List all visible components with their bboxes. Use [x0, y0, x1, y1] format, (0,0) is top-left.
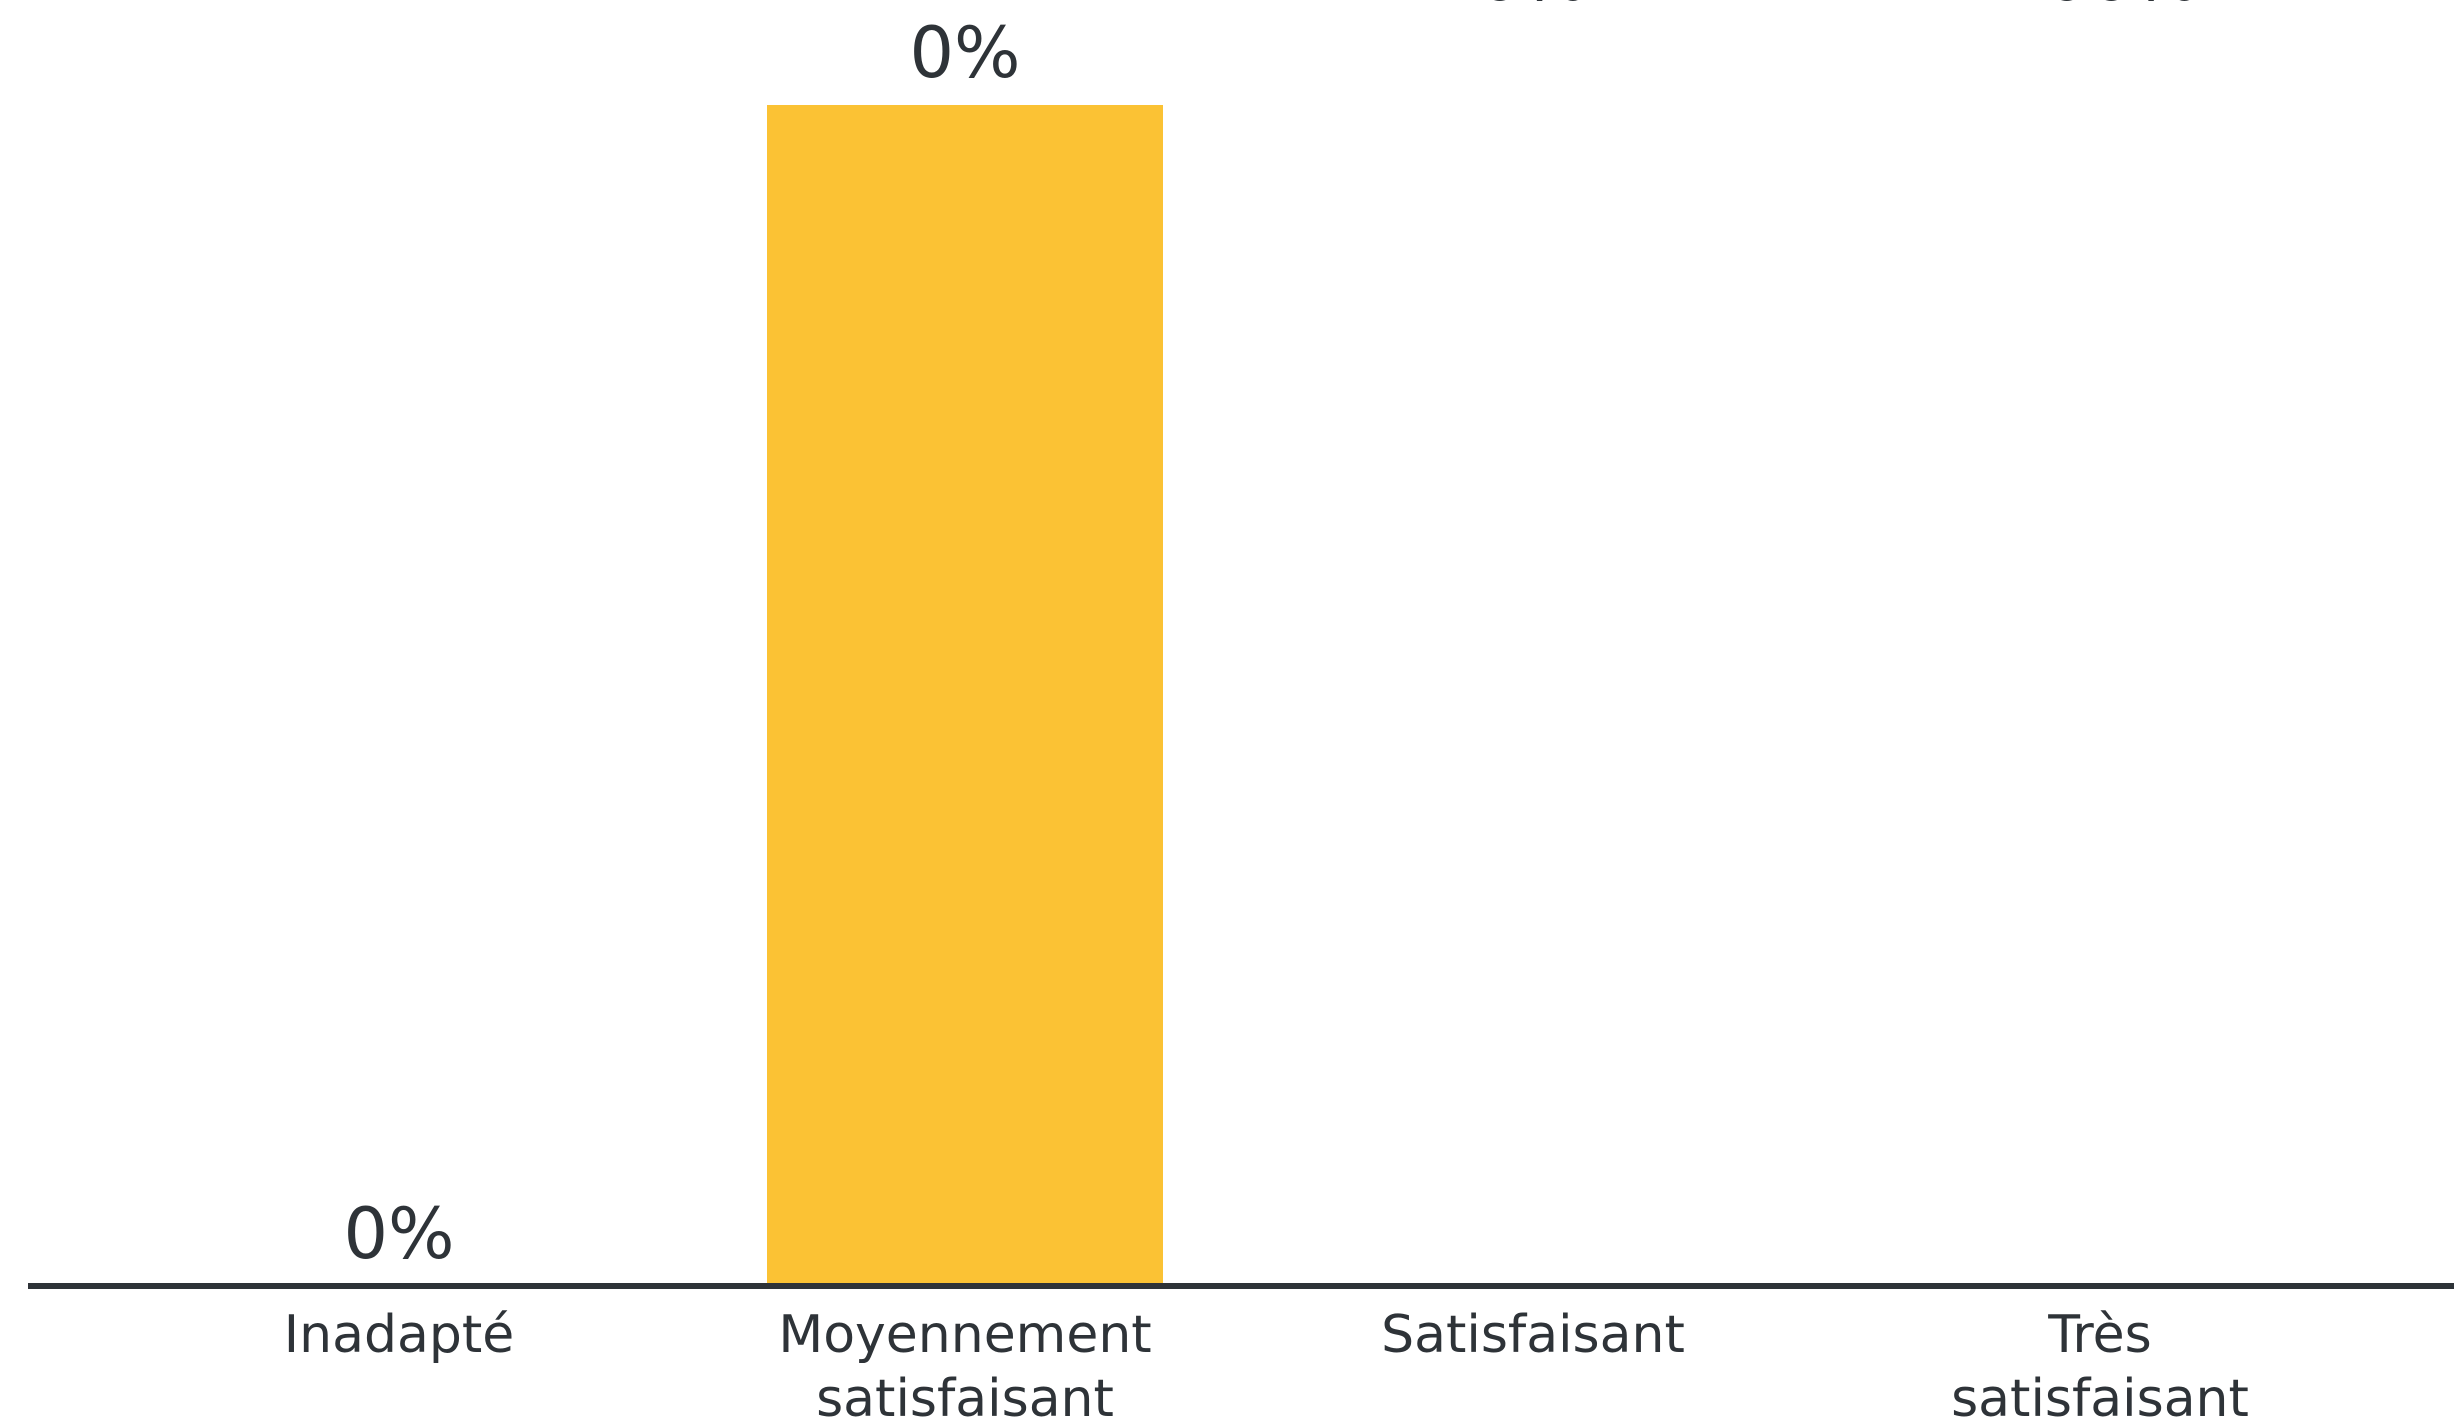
category-label-3-line-1: Satisfaisant	[1381, 1305, 1685, 1365]
category-label-4-line-2: satisfaisant	[1951, 1369, 2249, 1425]
category-label-2-line-2: satisfaisant	[816, 1369, 1114, 1425]
value-labels-layer: 0% 0% 0% 100%	[343, 0, 2200, 1275]
value-label-3: 0%	[1477, 0, 1588, 17]
bars-layer	[767, 105, 1163, 1283]
category-label-1-line-1: Inadapté	[284, 1305, 514, 1365]
category-label-4-line-1: Très	[2047, 1305, 2151, 1365]
value-label-4: 100%	[2000, 0, 2200, 17]
category-labels-layer: Inadapté MoyennementsatisfaisantSatisfais…	[284, 1305, 2249, 1425]
value-label-2: 0%	[909, 12, 1020, 94]
value-label-1: 0%	[343, 1193, 454, 1275]
bar-2	[767, 105, 1163, 1283]
category-label-2-line-1: Moyennement	[778, 1305, 1151, 1365]
